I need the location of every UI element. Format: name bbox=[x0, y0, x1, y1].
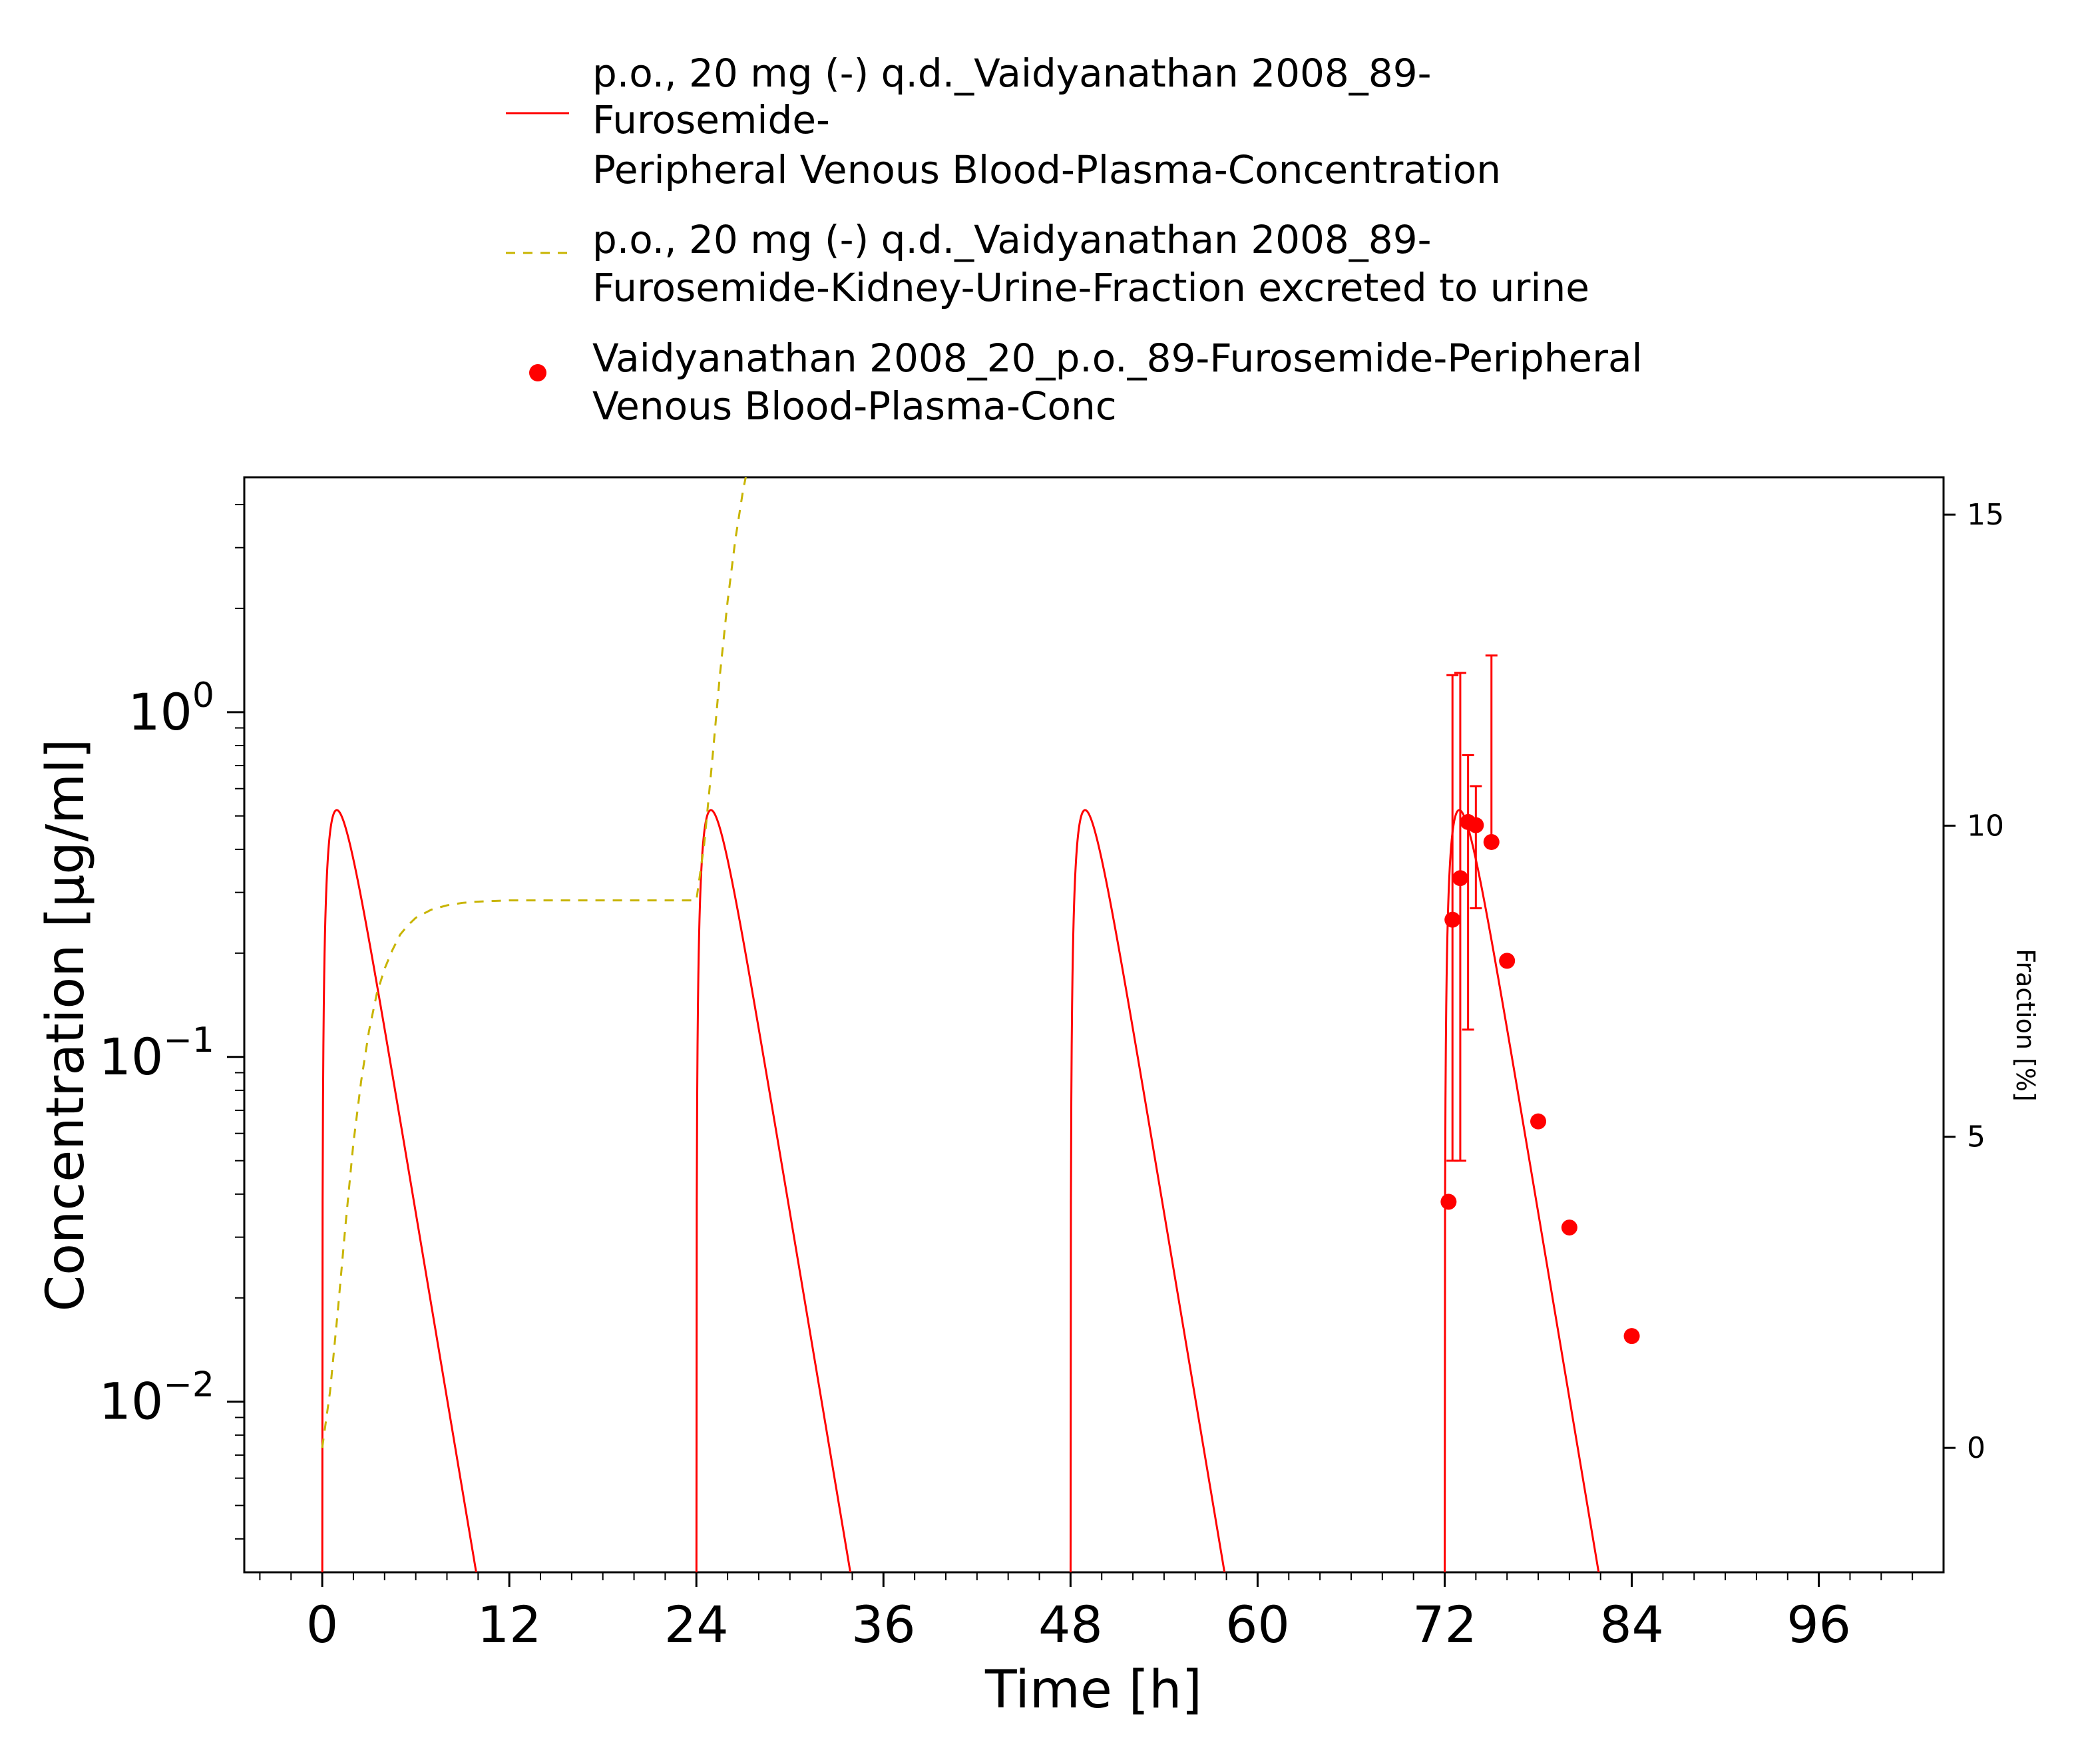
y2-tick-label: 0 bbox=[1967, 1431, 1985, 1465]
x-tick-label: 12 bbox=[477, 1595, 542, 1654]
x-tick-label: 60 bbox=[1225, 1595, 1290, 1654]
y-tick-base: 10 bbox=[99, 1372, 164, 1431]
legend-entry-simulated-plasma: p.o., 20 mg (-) q.d._Vaidyanathan 2008_8… bbox=[506, 51, 1501, 192]
legend-label-line: Furosemide-Kidney-Urine-Fraction excrete… bbox=[592, 265, 1589, 310]
legend-label-line: Vaidyanathan 2008_20_p.o._89-Furosemide-… bbox=[592, 335, 1643, 381]
y2-axis-title: Fraction [%] bbox=[2011, 949, 2040, 1102]
observed-point bbox=[1561, 1219, 1577, 1236]
y2-tick-label: 10 bbox=[1967, 809, 2004, 843]
legend-swatch-observed-plasma bbox=[529, 364, 546, 381]
observed-point bbox=[1499, 953, 1516, 969]
x-tick-label: 0 bbox=[306, 1595, 338, 1654]
x-tick-label: 96 bbox=[1786, 1595, 1851, 1654]
simulated-plasma-line bbox=[1444, 809, 1600, 1572]
legend: p.o., 20 mg (-) q.d._Vaidyanathan 2008_8… bbox=[506, 51, 1643, 429]
observed-point bbox=[1444, 911, 1461, 928]
x-axis-title: Time [h] bbox=[984, 1660, 1202, 1720]
simulated-plasma-line bbox=[1069, 809, 1226, 1572]
legend-label-line: Venous Blood-Plasma-Conc bbox=[592, 383, 1117, 429]
simulated-plasma-line bbox=[695, 809, 852, 1572]
plot-marks bbox=[321, 477, 1640, 1572]
y-tick-label: 10−2 bbox=[99, 1365, 214, 1431]
legend-label-line: Peripheral Venous Blood-Plasma-Concentra… bbox=[592, 147, 1501, 192]
y-tick-exponent: 0 bbox=[192, 676, 214, 716]
legend-label-line: p.o., 20 mg (-) q.d._Vaidyanathan 2008_8… bbox=[592, 217, 1432, 262]
observed-point bbox=[1483, 833, 1500, 850]
x-tick-label: 24 bbox=[664, 1595, 729, 1654]
y2-tick-label: 15 bbox=[1967, 498, 2004, 532]
simulated-urine-line bbox=[321, 477, 747, 1448]
legend-label-line: p.o., 20 mg (-) q.d._Vaidyanathan 2008_8… bbox=[592, 51, 1432, 96]
legend-entry-observed-plasma: Vaidyanathan 2008_20_p.o._89-Furosemide-… bbox=[529, 335, 1643, 429]
y-tick-label: 10−1 bbox=[99, 1020, 214, 1086]
observed-point bbox=[1468, 817, 1484, 833]
x-tick-label: 48 bbox=[1038, 1595, 1103, 1654]
legend-label-line: Furosemide- bbox=[592, 97, 830, 142]
y-tick-exponent: −1 bbox=[163, 1020, 214, 1060]
x-tick-label: 36 bbox=[851, 1595, 916, 1654]
y-tick-base: 10 bbox=[99, 1027, 164, 1086]
observed-point bbox=[1440, 1194, 1457, 1210]
y2-axis: 0 5 10 15 bbox=[1944, 498, 2004, 1465]
y-tick-label: 100 bbox=[128, 676, 214, 742]
observed-point bbox=[1452, 870, 1468, 887]
y-tick-exponent: −2 bbox=[163, 1365, 214, 1405]
y2-tick-label: 5 bbox=[1967, 1120, 1985, 1154]
y-tick-base: 10 bbox=[128, 682, 192, 742]
y-axis-title: Concentration [µg/ml] bbox=[36, 739, 96, 1312]
plot-frame bbox=[243, 476, 1945, 1574]
x-axis: 0 12 24 36 48 60 72 84 96 bbox=[259, 1572, 1914, 1654]
observed-point bbox=[1623, 1328, 1640, 1345]
x-tick-label: 84 bbox=[1599, 1595, 1664, 1654]
simulated-plasma-line bbox=[321, 809, 477, 1572]
legend-entry-simulated-urine: p.o., 20 mg (-) q.d._Vaidyanathan 2008_8… bbox=[506, 217, 1589, 310]
x-tick-label: 72 bbox=[1412, 1595, 1477, 1654]
observed-point bbox=[1530, 1113, 1547, 1130]
